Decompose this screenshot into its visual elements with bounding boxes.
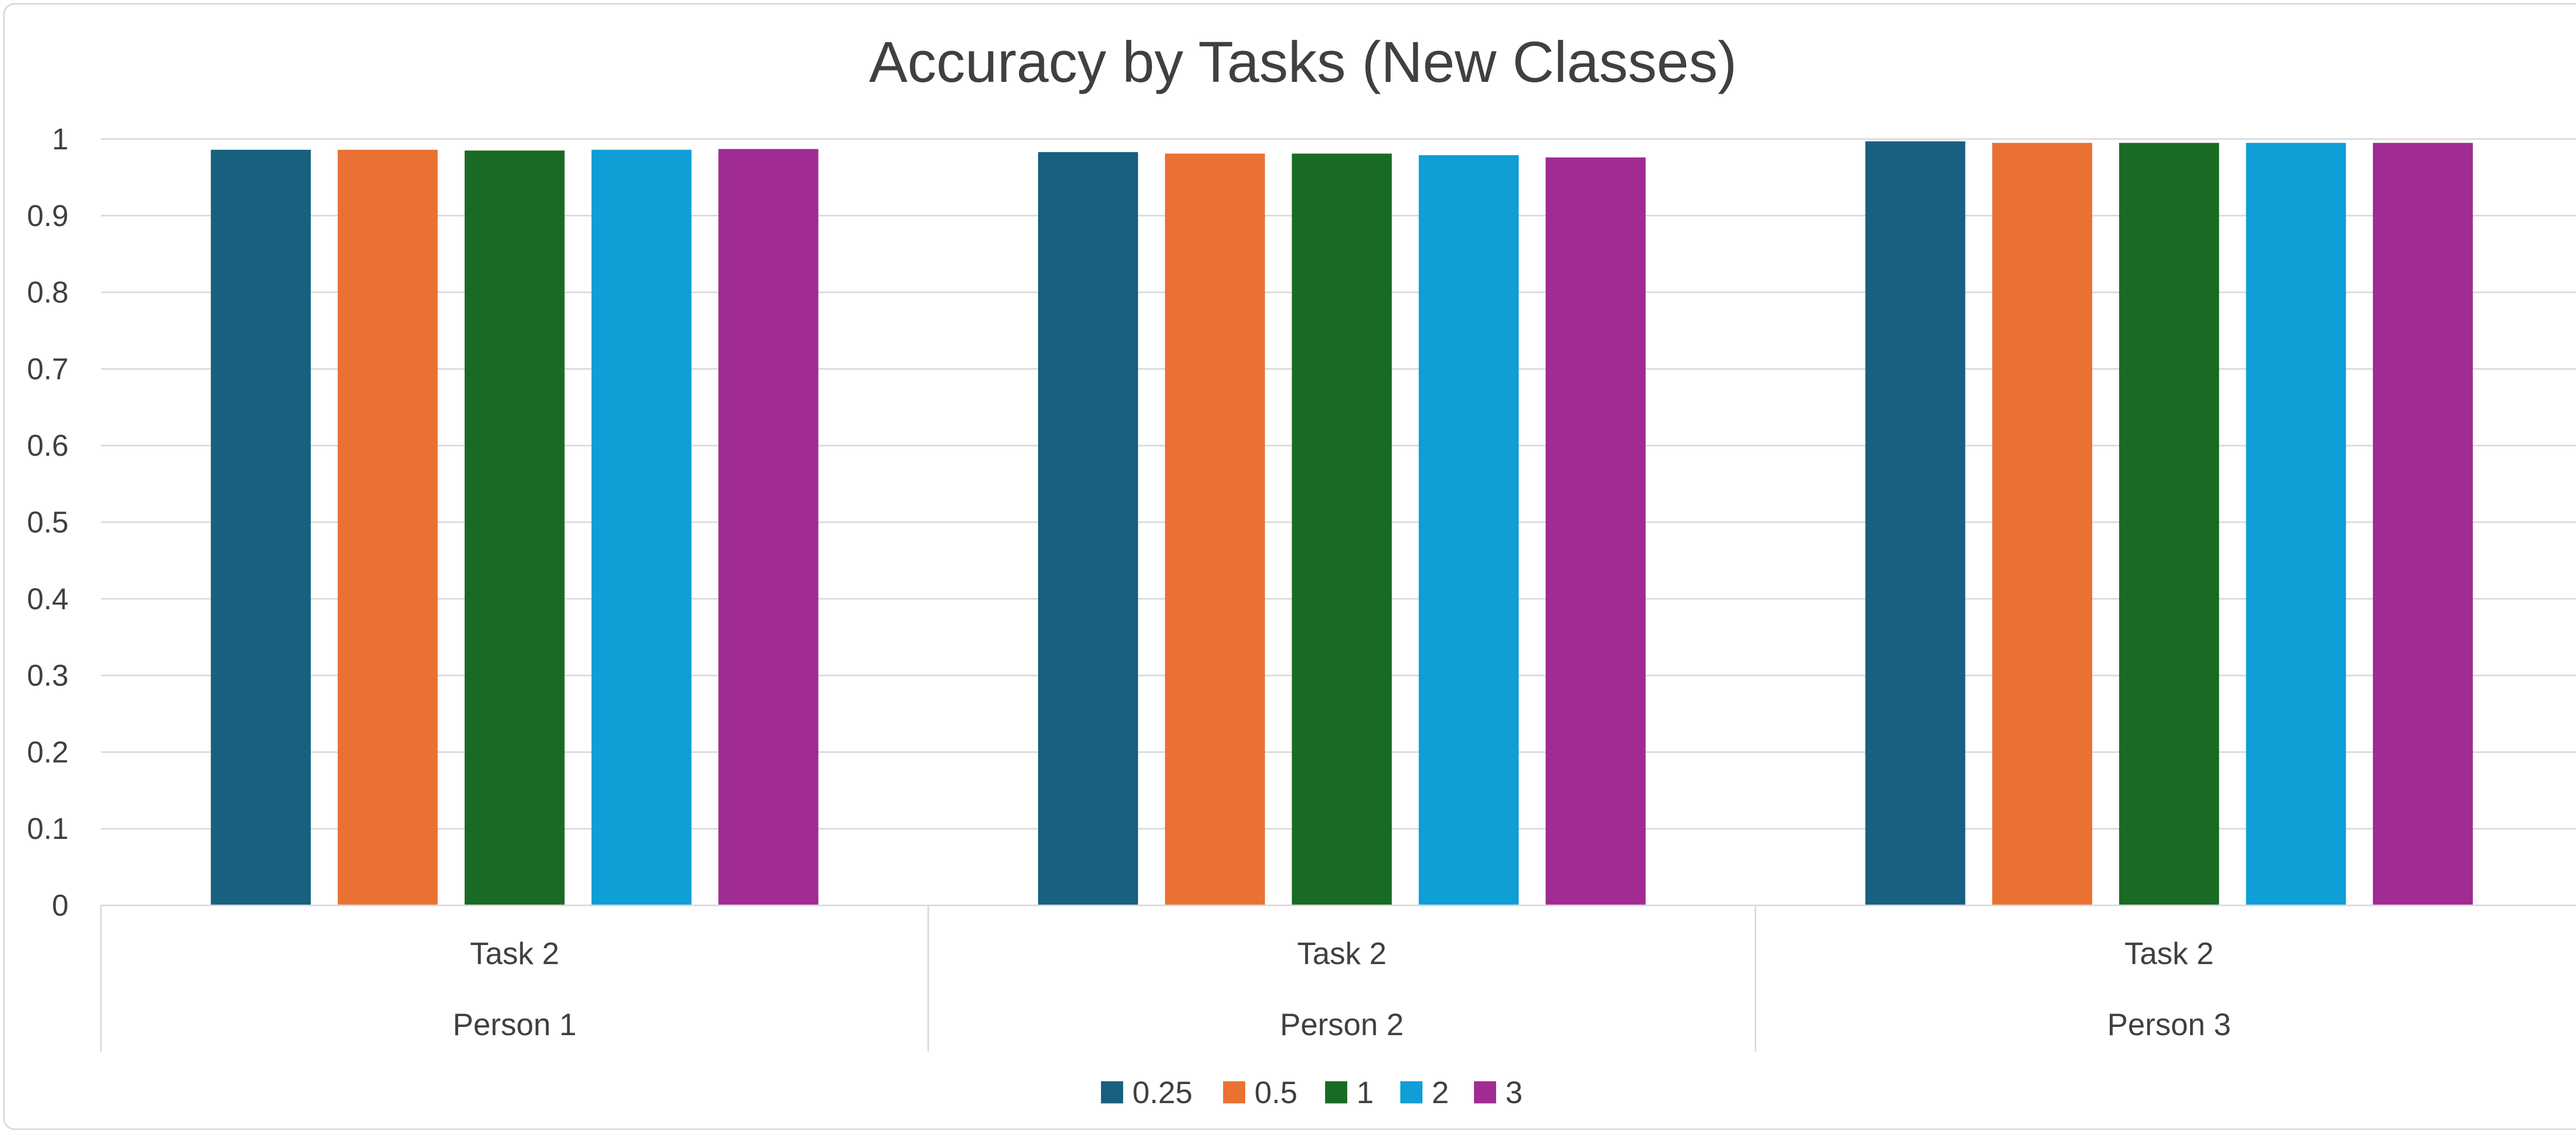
bar-series-3-cat-1 — [718, 149, 819, 905]
legend-swatch — [1474, 1081, 1496, 1104]
bar-series-2-cat-2 — [1418, 155, 1519, 905]
legend-item: 3 — [1474, 1075, 1522, 1110]
chart-svg: Accuracy by Tasks (New Classes) 00.10.20… — [27, 30, 2576, 1110]
legend-label: 2 — [1432, 1075, 1449, 1110]
legend-swatch — [1325, 1081, 1347, 1104]
bar-series-1-cat-2 — [1292, 153, 1392, 906]
legend: 0.25 0.5 1 2 3 — [1101, 1075, 1522, 1110]
bar-series-0.25-cat-1 — [211, 149, 311, 905]
y-tick-label: 0.9 — [27, 199, 69, 233]
x-axis: Task 2 Person 1 Task 2 Person 2 Task 2 Person… — [100, 904, 2576, 1052]
legend-item: 0.25 — [1101, 1075, 1193, 1110]
legend-item: 0.5 — [1223, 1075, 1297, 1110]
bars — [211, 141, 2473, 906]
bar-series-3-cat-2 — [1546, 157, 1646, 905]
x-tick-label-person: Person 1 — [453, 1007, 577, 1042]
legend-label: 0.25 — [1132, 1075, 1193, 1110]
legend-label: 3 — [1505, 1075, 1522, 1110]
y-tick-label: 0.4 — [27, 582, 69, 616]
bar-series-0.5-cat-2 — [1165, 153, 1265, 906]
chart-title: Accuracy by Tasks (New Classes) — [869, 30, 1737, 94]
y-tick-label: 0.7 — [27, 352, 69, 386]
legend-item: 2 — [1400, 1075, 1449, 1110]
legend-swatch — [1223, 1081, 1245, 1104]
y-tick-label: 0.3 — [27, 659, 69, 693]
bar-series-0.5-cat-1 — [337, 149, 438, 905]
bar-series-1-cat-1 — [464, 150, 565, 905]
bar-series-3-cat-3 — [2372, 143, 2473, 906]
y-tick-label: 0 — [52, 889, 69, 922]
bar-series-2-cat-3 — [2246, 143, 2346, 906]
y-tick-label: 0.2 — [27, 735, 69, 769]
y-tick-label: 1 — [52, 123, 69, 156]
bar-series-0.5-cat-3 — [1992, 143, 2092, 906]
legend-swatch — [1101, 1081, 1123, 1104]
x-tick-label-task: Task 2 — [1297, 936, 1386, 971]
bar-series-0.25-cat-2 — [1038, 152, 1138, 905]
x-tick-label-task: Task 2 — [470, 936, 559, 971]
legend-item: 1 — [1325, 1075, 1374, 1110]
legend-swatch — [1400, 1081, 1422, 1104]
x-tick-label-person: Person 3 — [2107, 1007, 2231, 1042]
y-tick-label: 0.1 — [27, 812, 69, 846]
y-tick-label: 0.6 — [27, 429, 69, 462]
legend-label: 1 — [1357, 1075, 1374, 1110]
x-tick-label-task: Task 2 — [2124, 936, 2213, 971]
x-tick-label-person: Person 2 — [1280, 1007, 1403, 1042]
chart-frame: Accuracy by Tasks (New Classes) 0 0.1 0.2 0… — [3, 3, 2576, 1130]
bar-series-0.25-cat-3 — [1865, 141, 1965, 905]
y-tick-label: 0.5 — [27, 506, 69, 539]
bar-series-1-cat-3 — [2119, 143, 2219, 906]
legend-label: 0.5 — [1255, 1075, 1297, 1110]
y-axis-ticks: 0 0.1 0.2 0.3 0.4 0.5 0.6 0.7 0.8 0.9 1 — [27, 123, 69, 922]
y-tick-label: 0.8 — [27, 276, 69, 310]
bar-series-2-cat-1 — [591, 149, 692, 905]
